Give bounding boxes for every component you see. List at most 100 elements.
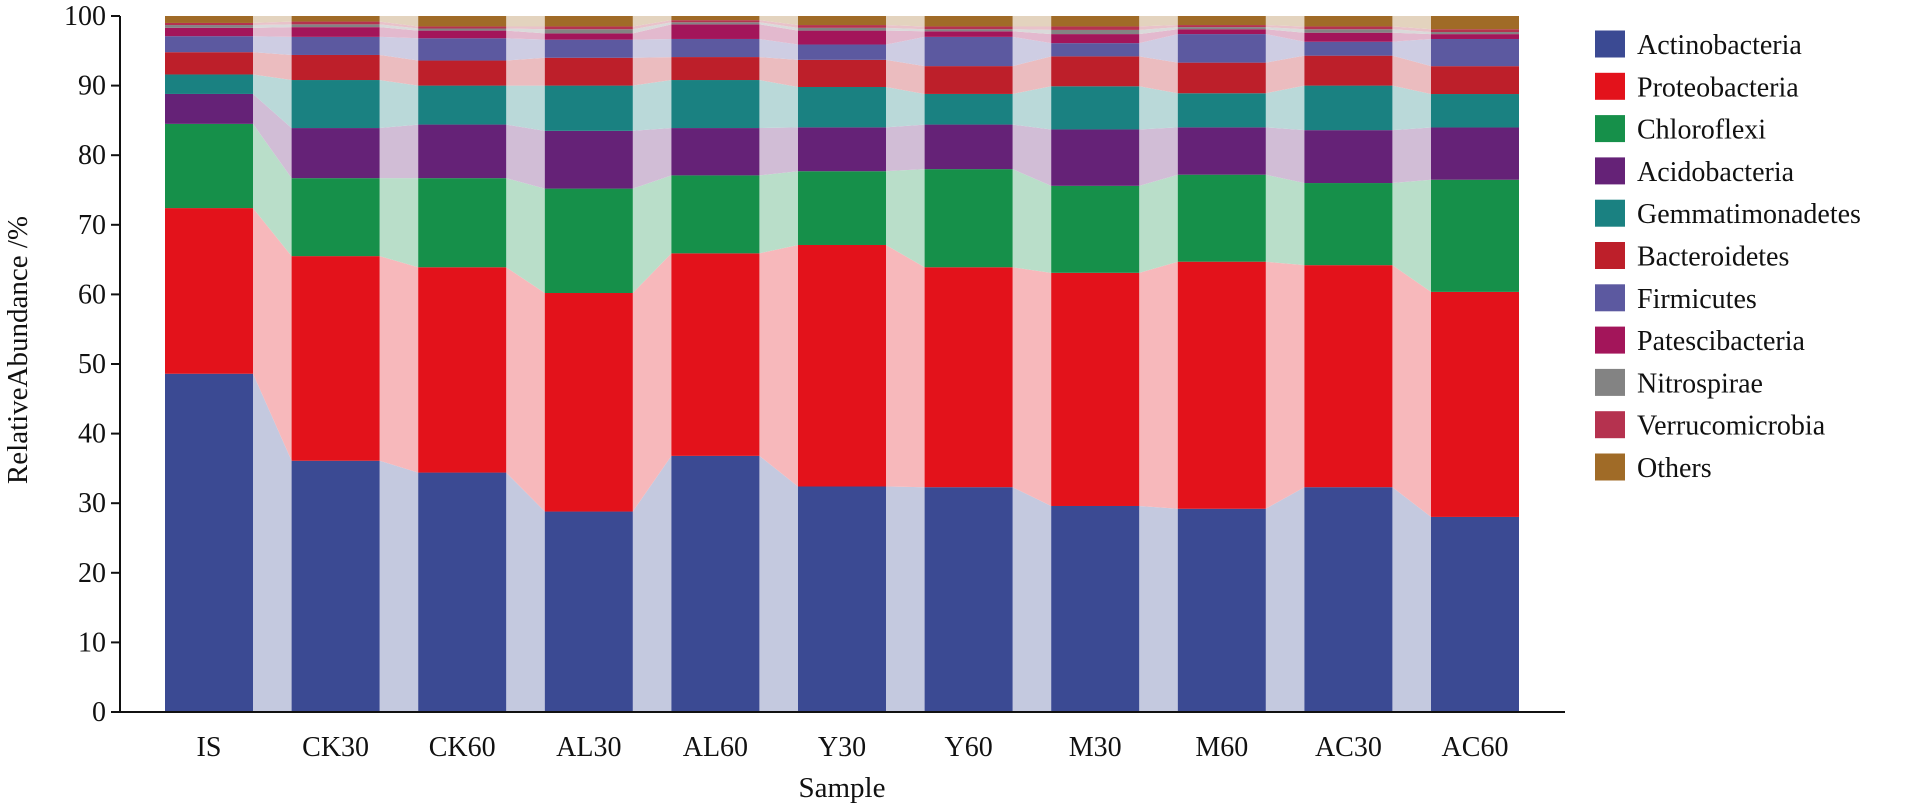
legend-label: Proteobacteria [1637,72,1799,103]
y-tick-label: 40 [78,419,106,450]
legend-swatch [1595,115,1625,143]
bar-segment-al60-chloroflexi [671,175,760,254]
y-tick-label: 20 [78,558,106,589]
connector-band-others [1265,16,1305,27]
bar-segment-al60-proteobacteria [671,253,760,456]
connector-band-gemmatimonadetes [1392,85,1431,131]
y-tick-label: 10 [78,627,106,658]
legend-label: Patescibacteria [1637,326,1805,357]
bar-segment-m60-patescibacteria [1177,29,1266,35]
bar-segment-y30-chloroflexi [798,171,886,245]
y-tick-label: 0 [92,697,106,728]
bar-segment-is-acidobacteria [165,93,253,124]
bar-segment-y30-others [798,16,886,26]
legend-swatch [1595,453,1625,481]
bar-segment-ac30-nitrospirae [1304,29,1393,33]
bar-segment-m30-patescibacteria [1051,34,1140,44]
bar-segment-m30-chloroflexi [1051,185,1140,273]
connector-band-verrucomicrobia [886,25,925,30]
connector-band-verrucomicrobia [1392,26,1431,33]
connector-band-patescibacteria [1265,29,1305,42]
bar-segment-y60-chloroflexi [924,169,1013,268]
connector-band-others [253,16,292,23]
legend-swatch [1595,242,1625,269]
connector-band-others [506,16,545,27]
connector-band-actinobacteria [253,373,292,712]
connector-band-nitrospirae [1012,29,1052,35]
x-tick-label: CK60 [429,732,496,763]
bar-segment-is-verrucomicrobia [165,22,253,26]
connector-band-actinobacteria [1392,487,1431,712]
bar-segment-ac60-chloroflexi [1431,179,1519,292]
connector-band-bacteroidetes [1139,56,1178,94]
bar-segment-al30-bacteroidetes [544,57,633,86]
bar-segment-ac60-firmicutes [1431,38,1519,67]
connector-band-verrucomicrobia [632,20,672,30]
bar-segment-al60-nitrospirae [671,22,760,25]
connector-band-nitrospirae [1139,27,1178,35]
y-tick-label: 50 [78,349,106,380]
connector-band-chloroflexi [1139,174,1178,273]
bar-segment-al60-patescibacteria [671,24,760,39]
bar-segment-ck30-bacteroidetes [291,54,380,81]
connector-band-chloroflexi [759,171,798,254]
bar-segment-al30-acidobacteria [544,130,633,189]
connector-band-verrucomicrobia [1139,25,1178,30]
bars-layer [165,16,1519,712]
bar-segment-y60-bacteroidetes [924,66,1013,94]
bar-segment-ac30-proteobacteria [1304,265,1393,488]
connector-band-verrucomicrobia [253,21,292,26]
bar-segment-m60-others [1177,16,1266,26]
bar-segment-ck30-gemmatimonadetes [291,80,380,129]
legend-swatch [1595,72,1625,100]
bar-segment-m30-firmicutes [1051,43,1140,57]
bar-segment-ck60-bacteroidetes [418,60,507,86]
bar-segment-m60-chloroflexi [1177,174,1266,262]
connector-band-chloroflexi [1392,179,1431,292]
y-tick-label: 60 [78,279,106,310]
connector-band-acidobacteria [1392,127,1431,184]
bar-segment-m30-verrucomicrobia [1051,26,1140,30]
bar-segment-al30-patescibacteria [544,33,633,40]
bar-segment-m60-nitrospirae [1177,27,1266,30]
legend: Actinobacteria Proteobacteria Chloroflexi A… [1595,30,1861,484]
legend-label: Gemmatimonadetes [1637,199,1861,230]
connector-band-gemmatimonadetes [886,86,925,128]
connector-band-others [886,16,925,27]
connector-band-proteobacteria [1139,261,1178,509]
connector-band-bacteroidetes [506,57,545,86]
connector-band-verrucomicrobia [1012,26,1052,30]
connector-band-others [1392,16,1431,30]
bar-segment-al30-verrucomicrobia [544,26,633,30]
bar-segment-y30-proteobacteria [798,244,886,487]
connector-band-actinobacteria [759,455,798,712]
legend-swatch [1595,157,1625,185]
bar-segment-y60-proteobacteria [924,267,1013,488]
connector-band-firmicutes [886,36,925,67]
connector-band-actinobacteria [632,455,672,712]
bar-segment-ck30-firmicutes [291,36,380,55]
bar-segment-is-firmicutes [165,36,253,53]
bar-segment-ck30-nitrospirae [291,24,380,28]
connector-band-chloroflexi [253,123,292,257]
bar-segment-m60-gemmatimonadetes [1177,93,1266,128]
bar-segment-ck30-actinobacteria [291,460,380,712]
connector-band-gemmatimonadetes [253,74,292,129]
connector-band-patescibacteria [379,27,419,39]
y-tick-label: 30 [78,488,106,519]
bar-segment-y60-actinobacteria [924,487,1013,712]
connector-band-patescibacteria [886,30,925,45]
legend-swatch [1595,199,1625,227]
connector-band-others [1139,16,1178,27]
connector-band-bacteroidetes [1012,56,1052,94]
connector-band-bacteroidetes [1265,55,1305,94]
bar-segment-ac60-others [1431,16,1519,30]
bar-segment-y60-verrucomicrobia [924,26,1013,30]
connector-band-acidobacteria [1139,127,1178,186]
bar-segment-ac60-acidobacteria [1431,127,1519,180]
legend-label: Bacteroidetes [1637,242,1789,273]
connector-band-acidobacteria [759,127,798,176]
bar-segment-y30-patescibacteria [798,30,886,45]
bar-segment-ck30-verrucomicrobia [291,21,380,25]
